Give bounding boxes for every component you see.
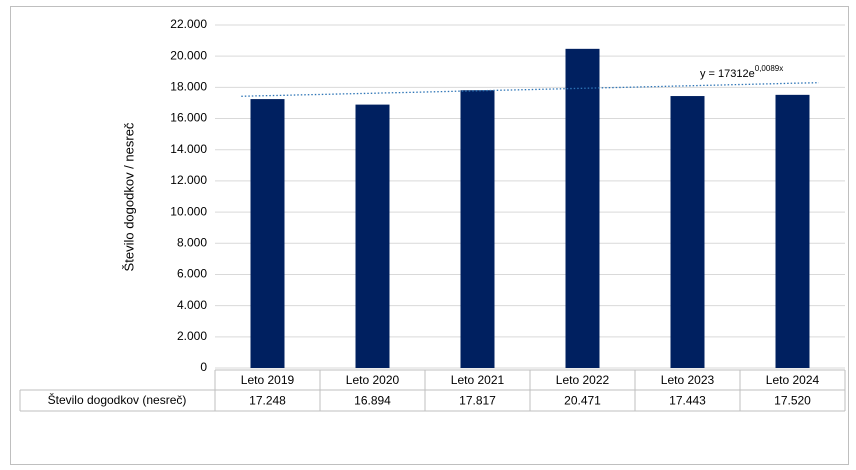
y-tick-label: 22.000: [170, 17, 207, 31]
trendline-exponent: 0,0089x: [755, 64, 783, 73]
table-value: 17.443: [669, 394, 706, 408]
y-tick-label: 16.000: [170, 111, 207, 125]
y-tick-label: 8.000: [177, 235, 207, 249]
bar: [460, 90, 495, 369]
y-tick-label: 14.000: [170, 142, 207, 156]
y-tick-label: 4.000: [177, 298, 207, 312]
y-tick-label: 2.000: [177, 329, 207, 343]
y-axis-title: Število dogodkov / nesreč: [121, 122, 136, 271]
table-row-label: Število dogodkov (nesreč): [48, 392, 187, 407]
x-tick-label: Leto 2019: [241, 373, 295, 387]
table-value: 20.471: [564, 394, 601, 408]
table-value: 17.248: [249, 394, 286, 408]
x-tick-label: Leto 2021: [451, 373, 505, 387]
x-tick-label: Leto 2023: [661, 373, 715, 387]
y-tick-label: 10.000: [170, 204, 207, 218]
bar: [250, 99, 285, 368]
table-value: 16.894: [354, 394, 391, 408]
y-tick-label: 12.000: [170, 173, 207, 187]
y-tick-label: 0: [200, 360, 207, 374]
y-tick-label: 20.000: [170, 48, 207, 62]
bar: [565, 48, 600, 368]
bar: [670, 96, 705, 368]
bar: [355, 104, 390, 369]
x-tick-label: Leto 2022: [556, 373, 610, 387]
y-tick-label: 6.000: [177, 267, 207, 281]
table-value: 17.520: [774, 394, 811, 408]
bar: [775, 94, 810, 368]
trendline-label: y = 17312e0,0089x: [700, 64, 783, 80]
table-value: 17.817: [459, 394, 496, 408]
trendline-equation: y = 17312e: [700, 68, 755, 80]
y-tick-label: 18.000: [170, 80, 207, 94]
x-tick-label: Leto 2020: [346, 373, 400, 387]
chart-border: [10, 6, 849, 465]
x-tick-label: Leto 2024: [766, 373, 820, 387]
